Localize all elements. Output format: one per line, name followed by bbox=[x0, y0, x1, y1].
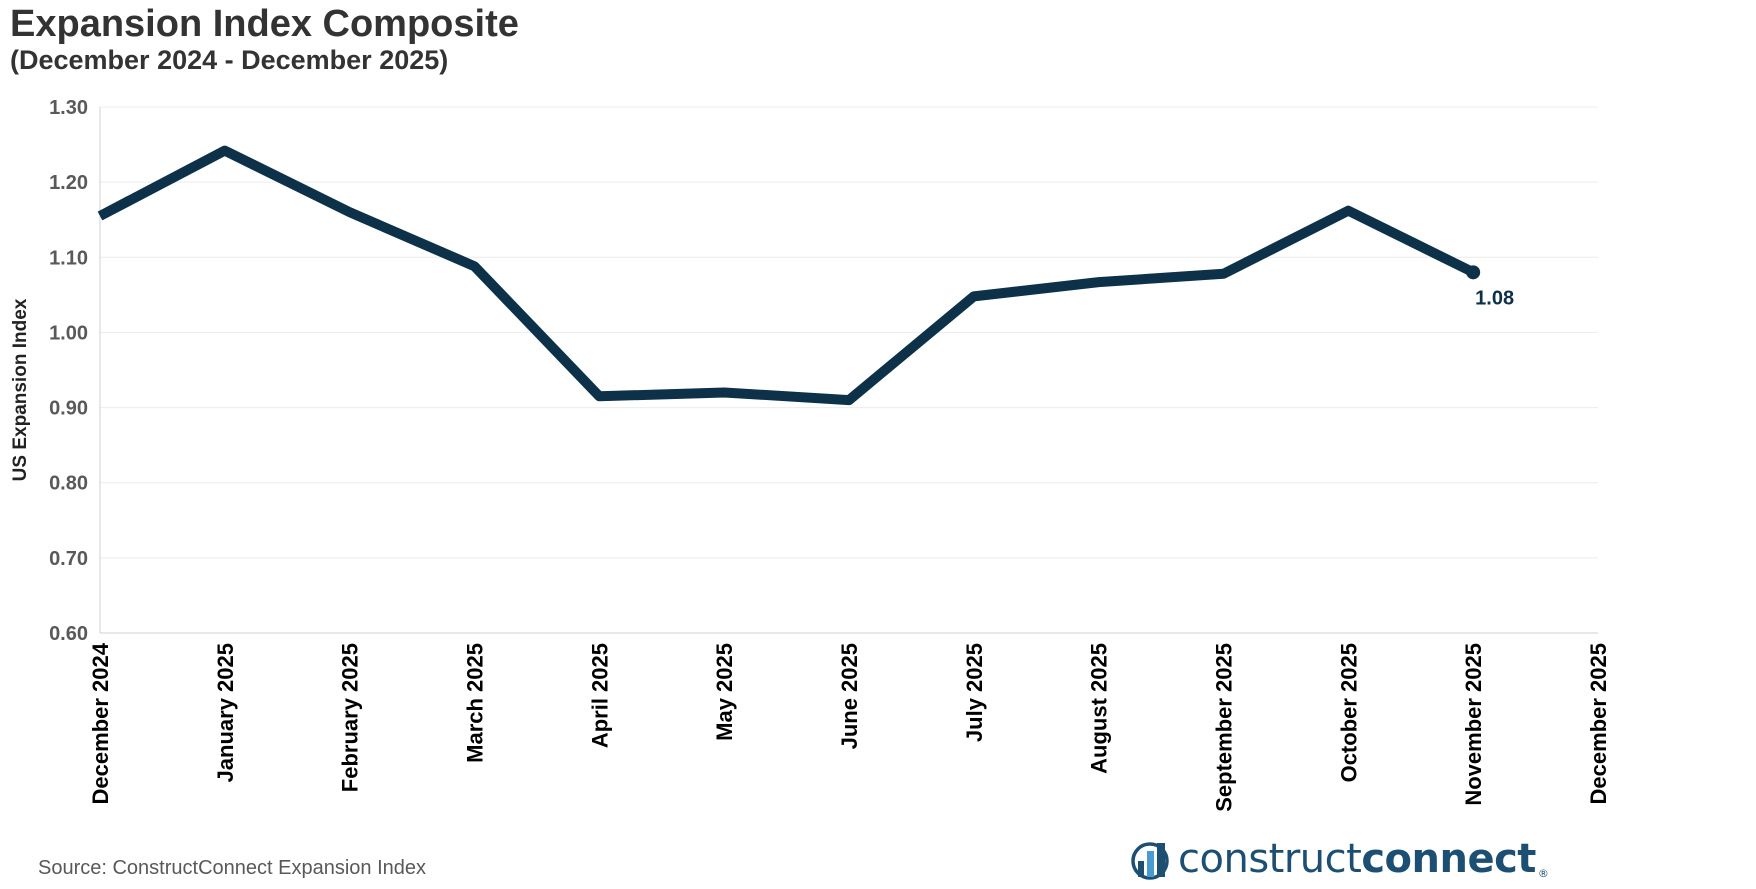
x-tick-label: June 2025 bbox=[837, 643, 862, 749]
x-tick-label: December 2025 bbox=[1586, 643, 1611, 804]
y-tick-label: 1.30 bbox=[49, 97, 88, 119]
chart-subtitle: (December 2024 - December 2025) bbox=[10, 45, 449, 75]
y-tick-label: 1.10 bbox=[49, 247, 88, 269]
y-tick-label: 0.70 bbox=[49, 548, 88, 570]
x-tick-label: September 2025 bbox=[1212, 643, 1237, 812]
series-line bbox=[97, 145, 1476, 406]
y-tick-label: 0.60 bbox=[49, 623, 88, 645]
source-note: Source: ConstructConnect Expansion Index bbox=[38, 857, 426, 879]
x-tick-label: January 2025 bbox=[213, 643, 238, 782]
building-chart-icon bbox=[1131, 842, 1169, 880]
series-layer: 1.08 bbox=[97, 145, 1514, 406]
x-tick-label: October 2025 bbox=[1336, 643, 1361, 782]
x-tick-label: February 2025 bbox=[338, 643, 363, 792]
y-tick-label: 0.90 bbox=[49, 398, 88, 420]
x-tick-label: August 2025 bbox=[1087, 643, 1112, 774]
grid-lines bbox=[100, 106, 1598, 634]
y-axis-label: US Expansion Index bbox=[10, 298, 31, 481]
x-tick-label: July 2025 bbox=[962, 643, 987, 742]
logo-text-light: construct bbox=[1178, 836, 1362, 882]
logo-registered-mark: ® bbox=[1537, 867, 1549, 880]
endpoint-marker bbox=[1466, 265, 1481, 280]
x-tick-label: May 2025 bbox=[712, 643, 737, 741]
x-tick-label: December 2024 bbox=[88, 642, 113, 804]
y-tick-label: 1.00 bbox=[49, 322, 88, 344]
constructconnect-logo: constructconnect ® bbox=[1130, 835, 1549, 883]
y-axis-ticks: 0.60 0.70 0.80 0.90 1.00 1.10 1.20 1.30 bbox=[49, 97, 88, 645]
x-axis-ticks: December 2024 January 2025 February 2025 Ma… bbox=[88, 642, 1611, 812]
endpoint-data-label: 1.08 bbox=[1475, 287, 1514, 309]
chart-title: Expansion Index Composite bbox=[10, 3, 519, 45]
x-tick-label: April 2025 bbox=[587, 643, 612, 748]
y-tick-label: 0.80 bbox=[49, 473, 88, 495]
logo-text-bold: connect bbox=[1361, 836, 1536, 882]
x-tick-label: November 2025 bbox=[1461, 643, 1486, 806]
x-tick-label: March 2025 bbox=[463, 643, 488, 763]
axes bbox=[99, 107, 1598, 634]
y-tick-label: 1.20 bbox=[49, 172, 88, 194]
